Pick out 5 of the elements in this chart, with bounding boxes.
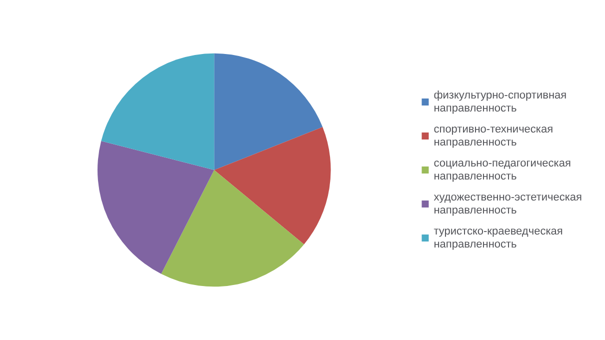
legend-label: спортивно-техническая направленность bbox=[434, 124, 554, 148]
legend-label: туристско-краеведческая направленность bbox=[434, 226, 563, 250]
legend-label: художественно-эстетическая направленность bbox=[434, 192, 582, 216]
legend-label: физкультурно-спортивная направленность bbox=[434, 90, 567, 114]
legend-label: социально-педагогическая направленность bbox=[434, 158, 571, 182]
